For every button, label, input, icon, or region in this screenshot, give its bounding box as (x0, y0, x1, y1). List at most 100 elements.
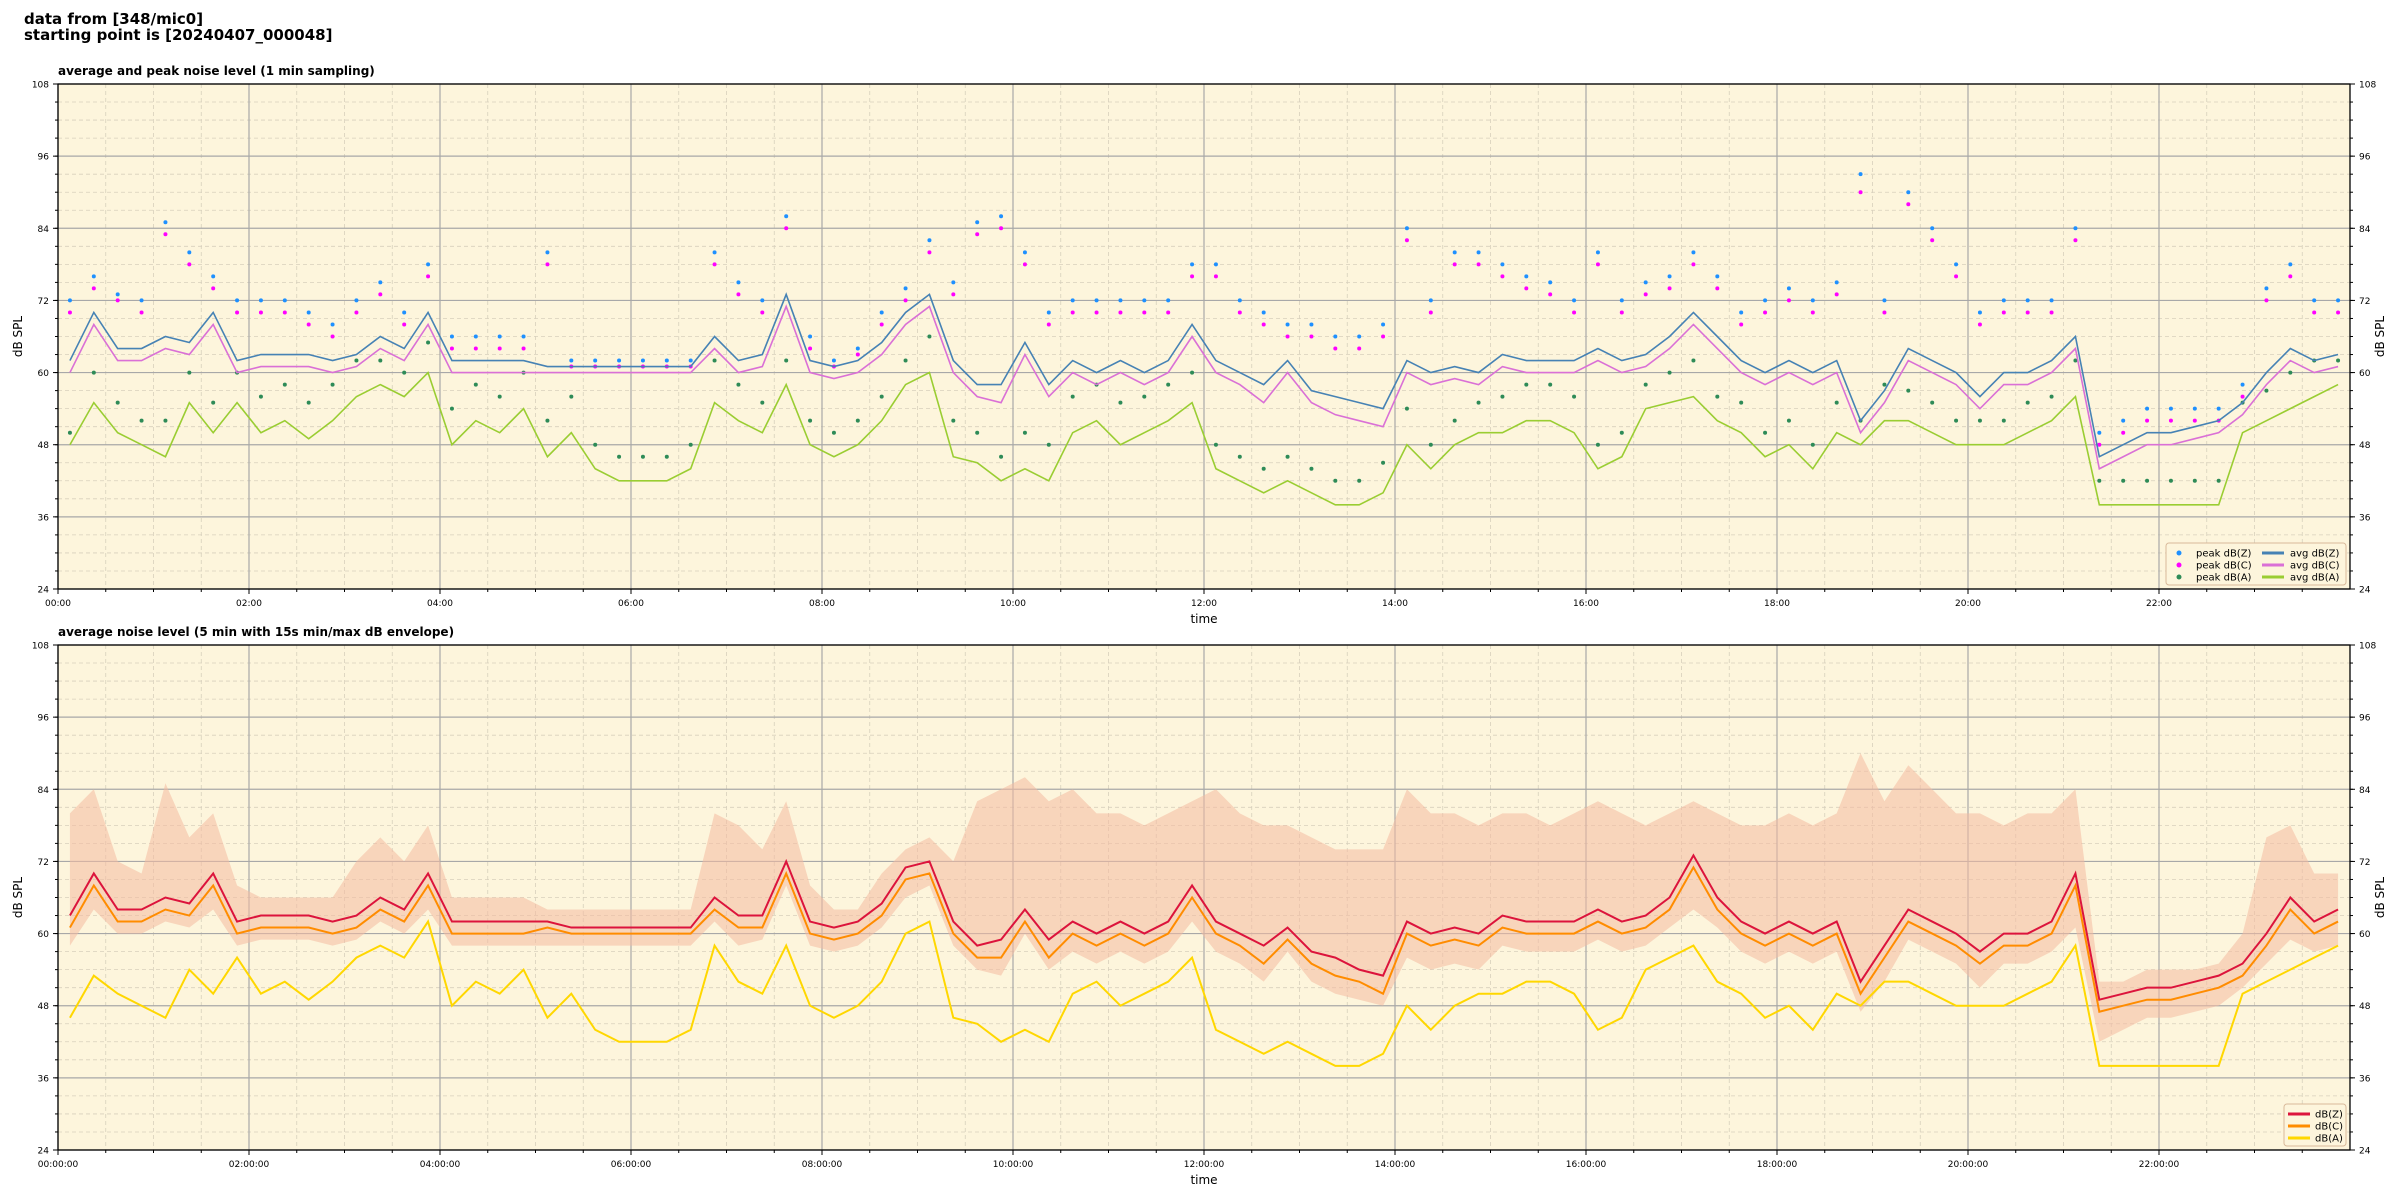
point-peak-db-c (1309, 334, 1314, 339)
point-peak-db-a (1954, 418, 1959, 423)
point-peak-db-c (1476, 262, 1481, 267)
point-peak-db-a (473, 382, 478, 387)
point-peak-db-a (1524, 382, 1529, 387)
point-peak-db-z (1022, 250, 1027, 255)
point-peak-db-a (1930, 400, 1935, 405)
y-tick-label-left: 48 (38, 441, 50, 451)
point-peak-db-z (282, 298, 287, 303)
y-tick-label-right: 96 (2359, 714, 2371, 724)
point-peak-db-a (688, 442, 693, 447)
x-tick-label: 12:00:00 (1184, 1160, 1225, 1170)
chart-2: 24 24 36 36 48 48 60 60 72 72 84 84 96 96 108 108 00:00:… (11, 625, 2387, 1187)
point-peak-db-a (1691, 358, 1696, 363)
point-peak-db-z (927, 238, 932, 243)
point-peak-db-a (2216, 478, 2221, 483)
point-peak-db-c (2073, 238, 2078, 243)
point-peak-db-z (1166, 298, 1171, 303)
legend: dB(Z)dB(C)dB(A) (2283, 1103, 2347, 1147)
point-peak-db-a (617, 454, 622, 459)
point-peak-db-a (2025, 400, 2030, 405)
y-tick-label-left: 60 (38, 369, 50, 379)
x-tick-label: 08:00 (809, 599, 835, 609)
point-peak-db-z (258, 298, 263, 303)
point-peak-db-c (1213, 274, 1218, 279)
point-peak-db-c (1237, 310, 1242, 315)
point-peak-db-a (211, 400, 216, 405)
legend-label: avg dB(Z) (2290, 549, 2340, 560)
point-peak-db-z (688, 358, 693, 363)
y-tick-label-right: 24 (2359, 1147, 2371, 1157)
point-peak-db-c (999, 226, 1004, 231)
point-peak-db-z (1858, 172, 1863, 177)
point-peak-db-z (951, 280, 956, 285)
point-peak-db-z (1452, 250, 1457, 255)
point-peak-db-z (378, 280, 383, 285)
point-peak-db-a (2001, 418, 2006, 423)
x-tick-label: 04:00:00 (420, 1160, 461, 1170)
point-peak-db-c (163, 232, 168, 237)
point-peak-db-z (497, 334, 502, 339)
x-tick-label: 06:00:00 (611, 1160, 652, 1170)
line-db-a (69, 919, 2339, 1067)
point-peak-db-z (1977, 310, 1982, 315)
point-peak-db-z (712, 250, 717, 255)
point-peak-db-a (2049, 394, 2054, 399)
point-peak-db-a (2264, 388, 2269, 393)
point-peak-db-a (1213, 442, 1218, 447)
point-peak-db-a (1381, 460, 1386, 465)
point-peak-db-a (999, 454, 1004, 459)
chart-title: average noise level (5 min with 15s min/… (58, 625, 454, 639)
point-peak-db-a (1667, 370, 1672, 375)
point-peak-db-a (1572, 394, 1577, 399)
point-peak-db-z (163, 220, 168, 225)
point-peak-db-z (2001, 298, 2006, 303)
point-peak-db-a (784, 358, 789, 363)
point-peak-db-a (1786, 418, 1791, 423)
x-axis-label: time (1190, 1173, 1217, 1187)
point-peak-db-z (879, 310, 884, 315)
y-tick-label-right: 36 (2359, 513, 2371, 523)
point-peak-db-z (2312, 298, 2317, 303)
point-peak-db-a (163, 418, 168, 423)
legend-box (2165, 542, 2347, 586)
point-peak-db-z (903, 286, 908, 291)
point-peak-db-z (2264, 286, 2269, 291)
point-peak-db-z (1906, 190, 1911, 195)
line-db-c (69, 865, 2339, 1013)
point-peak-db-z (1285, 322, 1290, 327)
legend-marker (2176, 550, 2182, 556)
line-avg-db-c (69, 304, 2339, 470)
point-peak-db-c (115, 298, 120, 303)
y-axis-label-right: dB SPL (2373, 877, 2387, 919)
point-peak-db-z (1715, 274, 1720, 279)
point-peak-db-c (426, 274, 431, 279)
point-peak-db-c (1810, 310, 1815, 315)
y-tick-label-right: 24 (2359, 586, 2371, 596)
point-peak-db-z (784, 214, 789, 219)
y-tick-label-right: 72 (2359, 858, 2370, 868)
point-peak-db-c (1046, 322, 1051, 327)
legend-label: peak dB(A) (2196, 573, 2252, 584)
point-peak-db-z (855, 346, 860, 351)
point-peak-db-z (1404, 226, 1409, 231)
point-peak-db-c (1333, 346, 1338, 351)
point-peak-db-c (1786, 298, 1791, 303)
point-peak-db-z (2168, 406, 2173, 411)
point-peak-db-a (1118, 400, 1123, 405)
point-peak-db-a (2288, 370, 2293, 375)
point-peak-db-a (330, 382, 335, 387)
x-tick-label: 18:00 (1764, 599, 1790, 609)
point-peak-db-c (1524, 286, 1529, 291)
point-peak-db-z (593, 358, 598, 363)
point-peak-db-a (1643, 382, 1648, 387)
legend-label: peak dB(Z) (2196, 549, 2252, 560)
point-peak-db-z (1930, 226, 1935, 231)
y-tick-label-left: 84 (38, 225, 50, 235)
point-peak-db-c (1285, 334, 1290, 339)
y-tick-label-left: 48 (38, 1002, 50, 1012)
point-peak-db-c (2288, 274, 2293, 279)
point-peak-db-c (1643, 292, 1648, 297)
point-peak-db-z (975, 220, 980, 225)
point-peak-db-z (521, 334, 526, 339)
point-peak-db-c (927, 250, 932, 255)
